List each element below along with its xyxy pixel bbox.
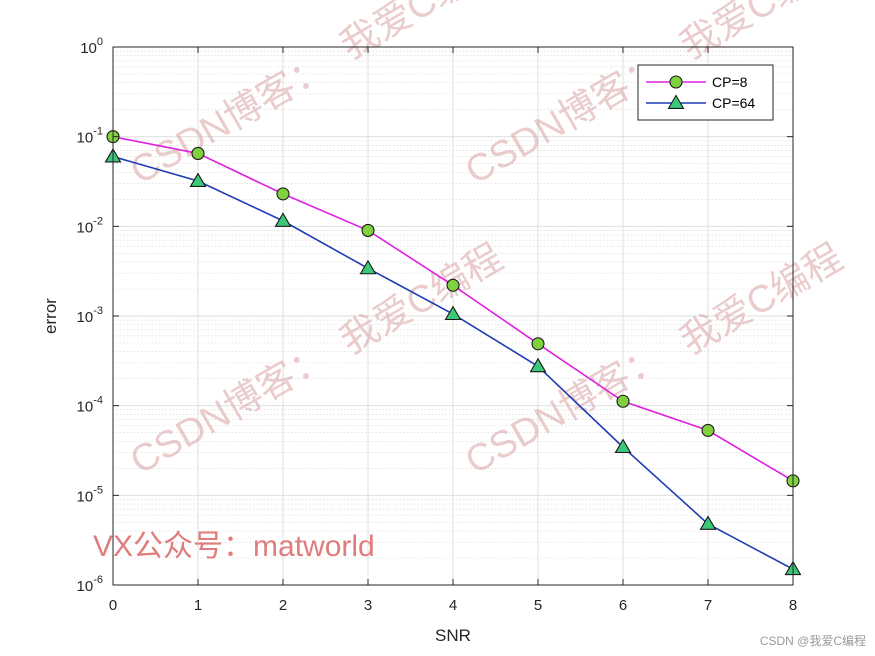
x-tick-label: 6 — [619, 597, 627, 614]
data-point-series-1 — [701, 423, 715, 437]
legend-box — [637, 64, 774, 121]
ticks — [112, 46, 794, 586]
y-tick-label: 10-6 — [77, 574, 103, 595]
legend: CP=8 CP=64 — [637, 64, 774, 121]
data-point-series-2 — [444, 305, 462, 321]
x-tick-label: 4 — [449, 597, 457, 614]
legend-marker-1 — [669, 75, 683, 89]
y-tick-label: 10-1 — [77, 126, 103, 147]
data-point-series-2 — [614, 438, 632, 454]
data-point-series-2 — [189, 172, 207, 187]
y-tick-label: 100 — [80, 36, 103, 57]
data-point-series-2 — [529, 357, 547, 373]
x-tick-label: 7 — [704, 597, 712, 614]
y-tick-label: 10-5 — [77, 484, 103, 505]
x-tick-labels: 0 1 2 3 4 5 6 7 8 — [109, 597, 797, 614]
data-point-series-2 — [699, 515, 717, 530]
data-point-series-2 — [359, 259, 377, 275]
y-tick-labels: 100 10-1 10-2 10-3 10-4 10-5 10-6 — [77, 36, 103, 595]
y-axis-label: error — [41, 298, 60, 334]
x-tick-label: 5 — [534, 597, 542, 614]
y-tick-label: 10-4 — [77, 395, 103, 416]
x-axis-label: SNR — [435, 626, 471, 645]
watermark-credit: CSDN @我爱C编程 — [760, 633, 866, 648]
x-tick-label: 1 — [194, 597, 202, 614]
data-point-series-1 — [361, 223, 375, 237]
legend-label-1: CP=8 — [712, 74, 748, 90]
data-point-series-1 — [531, 337, 545, 351]
x-tick-label: 3 — [364, 597, 372, 614]
data-point-series-1 — [446, 278, 460, 292]
legend-label-2: CP=64 — [712, 95, 755, 111]
data-point-series-1 — [191, 146, 205, 160]
legend-marker-2 — [667, 94, 685, 109]
y-tick-label: 10-2 — [77, 215, 103, 236]
x-tick-label: 2 — [279, 597, 287, 614]
data-point-series-2 — [274, 212, 292, 227]
x-tick-label: 8 — [789, 597, 797, 614]
watermark-vx: VX公众号：matworld — [93, 530, 375, 563]
data-point-series-1 — [276, 187, 290, 201]
x-tick-label: 0 — [109, 597, 117, 614]
y-tick-label: 10-3 — [77, 305, 103, 326]
data-point-series-1 — [616, 394, 630, 408]
